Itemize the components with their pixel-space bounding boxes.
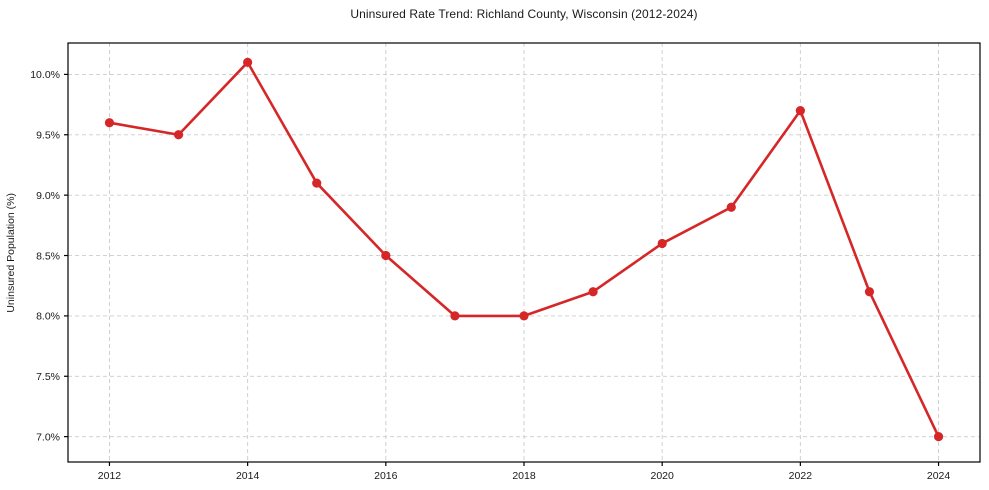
plot-border bbox=[67, 42, 981, 463]
y-tick-label: 9.0% bbox=[36, 190, 60, 202]
y-axis-label: Uninsured Population (%) bbox=[0, 43, 22, 462]
data-point-2016 bbox=[381, 250, 391, 261]
data-point-2018 bbox=[519, 311, 529, 321]
data-point-2013 bbox=[173, 130, 184, 140]
x-tick-label: 2022 bbox=[789, 470, 813, 482]
data-point-2017 bbox=[450, 311, 460, 321]
y-tick-label: 8.5% bbox=[36, 250, 60, 262]
y-axis-label-text: Uninsured Population (%) bbox=[5, 192, 17, 313]
y-tick-label: 7.5% bbox=[36, 371, 60, 383]
x-tick-label: 2012 bbox=[98, 470, 122, 482]
x-tick-label: 2024 bbox=[927, 470, 951, 482]
data-point-2022 bbox=[795, 106, 805, 116]
data-point-2012 bbox=[104, 118, 115, 128]
y-tick-label: 9.5% bbox=[36, 130, 60, 142]
grid bbox=[68, 43, 980, 462]
data-point-2020 bbox=[657, 238, 667, 249]
chart-title: Uninsured Rate Trend: Richland County, W… bbox=[350, 7, 698, 21]
y-tick-label: 8.0% bbox=[36, 311, 60, 323]
data-point-2014 bbox=[243, 57, 253, 67]
data-point-2015 bbox=[312, 178, 322, 188]
x-tick-label: 2016 bbox=[374, 470, 398, 482]
y-tick-label: 10.0% bbox=[30, 69, 60, 81]
data-point-2023 bbox=[864, 287, 875, 297]
x-tick-label: 2020 bbox=[651, 470, 675, 482]
data-point-2024 bbox=[933, 432, 944, 442]
data-point-2021 bbox=[726, 202, 736, 212]
x-tick-label: 2018 bbox=[512, 470, 536, 482]
y-tick-label: 7.0% bbox=[36, 431, 60, 443]
data-point-2019 bbox=[588, 287, 598, 297]
x-tick-label: 2014 bbox=[236, 470, 260, 482]
